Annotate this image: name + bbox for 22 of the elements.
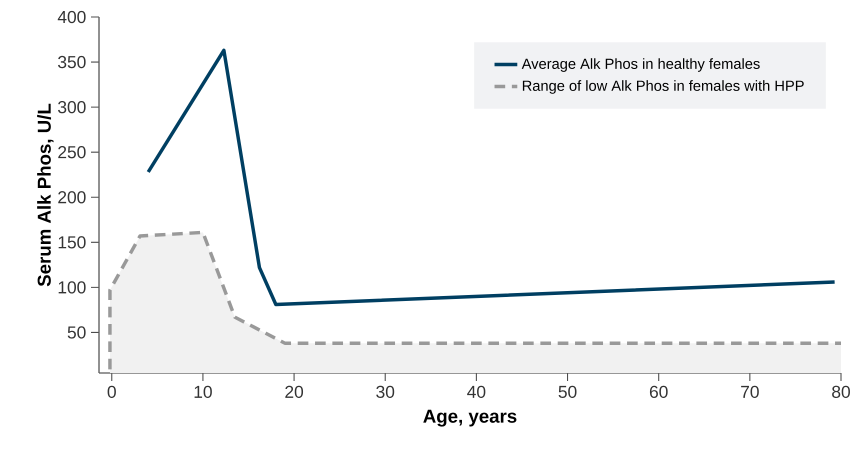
x-tick-label: 40 — [467, 386, 486, 398]
y-tick-label: 50 — [68, 326, 86, 339]
x-tick-label: 60 — [650, 386, 668, 398]
x-tick-label: 0 — [108, 386, 116, 398]
y-tick-label: 300 — [58, 100, 86, 114]
y-tick-label: 200 — [58, 191, 86, 204]
y-tick-label: 100 — [58, 281, 86, 294]
legend-label: Average Alk Phos in healthy females — [522, 58, 760, 72]
x-tick-label: 10 — [194, 386, 212, 398]
x-tick-label: 20 — [285, 386, 304, 398]
x-tick-label: 50 — [558, 386, 577, 398]
y-axis-title: Serum Alk Phos, U/L — [37, 104, 54, 286]
y-tick-label: 350 — [58, 56, 86, 68]
x-tick-label: 70 — [741, 386, 759, 398]
y-tick-label: 250 — [58, 146, 86, 158]
legend-label: Range of low Alk Phos in females with HPP — [522, 80, 804, 94]
x-tick-label: 30 — [376, 386, 394, 398]
y-tick-label: 400 — [58, 10, 86, 24]
x-tick-label: 80 — [832, 386, 850, 398]
x-axis-title: Age, years — [423, 410, 516, 427]
y-tick-label: 150 — [58, 236, 86, 248]
line-series — [146, 48, 836, 306]
